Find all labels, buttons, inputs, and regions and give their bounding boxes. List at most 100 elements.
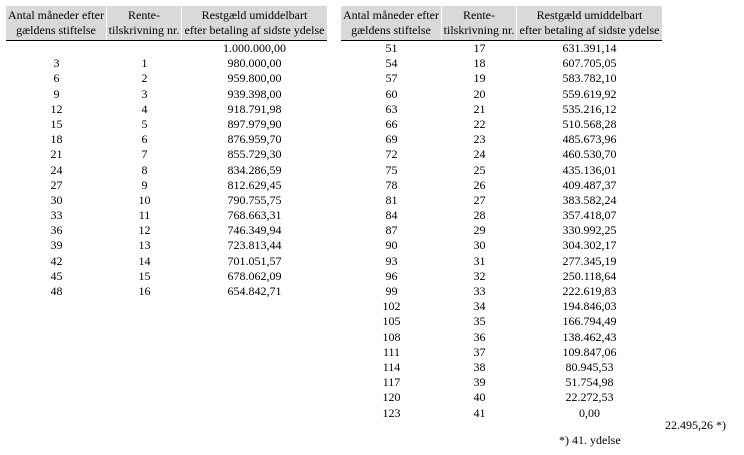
table-row: 93 31 277.345,19 bbox=[341, 254, 662, 269]
cell-months: 33 bbox=[50, 208, 63, 223]
cell-balance: 435.136,01 bbox=[562, 162, 617, 177]
cell-months: 57 bbox=[385, 71, 398, 86]
cell-interest-nr: 38 bbox=[473, 359, 486, 374]
cell-interest-nr: 15 bbox=[138, 268, 151, 283]
table-row: 105 35 166.794,49 bbox=[341, 314, 662, 329]
table-row: 75 25 435.136,01 bbox=[341, 163, 662, 178]
table-row: 6 2 959.800,00 bbox=[6, 71, 327, 86]
cell-months: 30 bbox=[50, 192, 63, 207]
cell-interest-nr: 26 bbox=[473, 177, 486, 192]
cell-interest-nr: 39 bbox=[473, 375, 486, 390]
cell-interest-nr: 14 bbox=[138, 253, 151, 268]
cell-months: 48 bbox=[50, 284, 63, 298]
table-row: 54 18 607.705,05 bbox=[341, 56, 662, 71]
cell-balance: 583.782,10 bbox=[562, 71, 617, 86]
cell-interest-nr: 32 bbox=[473, 268, 486, 283]
cell-months: 15 bbox=[50, 116, 63, 131]
cell-months: 99 bbox=[385, 284, 398, 298]
table-row: 63 21 535.216,12 bbox=[341, 102, 662, 117]
cell-interest-nr: 24 bbox=[473, 147, 486, 162]
cell-balance: 897.979,90 bbox=[227, 116, 282, 131]
table-row: 15 5 897.979,90 bbox=[6, 117, 327, 132]
cell-interest-nr: 34 bbox=[473, 299, 486, 314]
cell-months: 75 bbox=[385, 162, 398, 177]
cell-balance: 834.286,59 bbox=[227, 162, 282, 177]
cell-balance: 250.118,64 bbox=[562, 268, 617, 283]
cell-balance: 607.705,05 bbox=[562, 56, 617, 71]
cell-months: 84 bbox=[385, 208, 398, 223]
cell-months: 24 bbox=[50, 162, 63, 177]
cell-interest-nr: 12 bbox=[138, 223, 151, 238]
cell-interest-nr: 31 bbox=[473, 253, 486, 268]
cell-interest-nr: 37 bbox=[473, 344, 486, 359]
cell-interest-nr: 20 bbox=[473, 86, 486, 101]
cell-interest-nr: 40 bbox=[473, 390, 486, 405]
cell-months: 123 bbox=[382, 405, 401, 420]
cell-balance: 723.813,44 bbox=[227, 238, 282, 253]
cell-months: 60 bbox=[385, 86, 398, 101]
cell-balance: 357.418,07 bbox=[562, 208, 617, 223]
cell-interest-nr: 36 bbox=[473, 329, 486, 344]
cell-interest-nr: 35 bbox=[473, 314, 486, 329]
cell-balance: 460.530,70 bbox=[562, 147, 617, 162]
table-row: 21 7 855.729,30 bbox=[6, 147, 327, 162]
table-row: 3 1 980.000,00 bbox=[6, 56, 327, 71]
cell-months: 90 bbox=[385, 238, 398, 253]
table-row: 18 6 876.959,70 bbox=[6, 132, 327, 147]
header-months: Antal måneder efter gældens stiftelse bbox=[6, 6, 107, 40]
cell-balance: 510.568,28 bbox=[562, 116, 617, 131]
cell-months: 81 bbox=[385, 192, 398, 207]
header-balance: Restgæld umiddelbart efter betaling af s… bbox=[519, 8, 660, 37]
cell-balance: 277.345,19 bbox=[562, 253, 617, 268]
table-row: 78 26 409.487,37 bbox=[341, 178, 662, 193]
cell-months: 66 bbox=[385, 116, 398, 131]
table-row: 45 15 678.062,09 bbox=[6, 269, 327, 284]
final-payment-amount: 22.495,26 *) bbox=[665, 418, 726, 432]
cell-interest-nr: 27 bbox=[473, 192, 486, 207]
table-body-left: 1.000.000,00 3 1 980.000,00 6 2 959.800,00 9 3 93… bbox=[6, 41, 327, 299]
table-row: 24 8 834.286,59 bbox=[6, 163, 327, 178]
amortization-table-left: Antal måneder efter gældens stiftelse Re… bbox=[6, 6, 327, 299]
cell-balance: 51.754,98 bbox=[565, 375, 614, 390]
cell-balance: 678.062,09 bbox=[227, 268, 282, 283]
cell-balance: 304.302,17 bbox=[562, 238, 617, 253]
footnote-text: *) 41. ydelse bbox=[559, 433, 621, 447]
table-row: 12 4 918.791,98 bbox=[6, 102, 327, 117]
cell-months: 42 bbox=[50, 253, 63, 268]
cell-months: 6 bbox=[53, 71, 60, 86]
table-row: 120 40 22.272,53 bbox=[341, 390, 662, 405]
table-row: 9 3 939.398,00 bbox=[6, 87, 327, 102]
cell-interest-nr: 17 bbox=[473, 41, 486, 55]
table-header: Antal måneder efter gældens stiftelse Re… bbox=[6, 6, 327, 41]
cell-interest-nr: 6 bbox=[141, 132, 148, 147]
cell-months: 78 bbox=[385, 177, 398, 192]
cell-balance: 409.487,37 bbox=[562, 177, 617, 192]
table-row: 27 9 812.629,45 bbox=[6, 178, 327, 193]
cell-balance: 166.794,49 bbox=[562, 314, 617, 329]
cell-months: 108 bbox=[382, 329, 401, 344]
cell-balance: 80.945,53 bbox=[565, 359, 614, 374]
cell-months: 96 bbox=[385, 268, 398, 283]
cell-interest-nr: 30 bbox=[473, 238, 486, 253]
cell-interest-nr: 23 bbox=[473, 132, 486, 147]
cell-balance: 194.846,03 bbox=[562, 299, 617, 314]
cell-interest-nr: 16 bbox=[138, 284, 151, 298]
cell-balance: 0,00 bbox=[579, 405, 600, 420]
cell-months: 3 bbox=[53, 56, 60, 71]
table-row: 57 19 583.782,10 bbox=[341, 71, 662, 86]
cell-balance: 876.959,70 bbox=[227, 132, 282, 147]
cell-months: 117 bbox=[382, 375, 401, 390]
cell-interest-nr: 4 bbox=[141, 101, 148, 116]
table-row: 1.000.000,00 bbox=[6, 41, 327, 56]
cell-interest-nr: 13 bbox=[138, 238, 151, 253]
cell-interest-nr: 2 bbox=[141, 71, 148, 86]
cell-months: 87 bbox=[385, 223, 398, 238]
table-row: 81 27 383.582,24 bbox=[341, 193, 662, 208]
cell-interest-nr: 19 bbox=[473, 71, 486, 86]
cell-balance: 535.216,12 bbox=[562, 101, 617, 116]
cell-interest-nr: 9 bbox=[141, 177, 148, 192]
table-row: 99 33 222.619,83 bbox=[341, 284, 662, 299]
cell-months: 105 bbox=[382, 314, 401, 329]
cell-months: 51 bbox=[385, 41, 398, 55]
cell-balance: 701.051,57 bbox=[227, 253, 282, 268]
